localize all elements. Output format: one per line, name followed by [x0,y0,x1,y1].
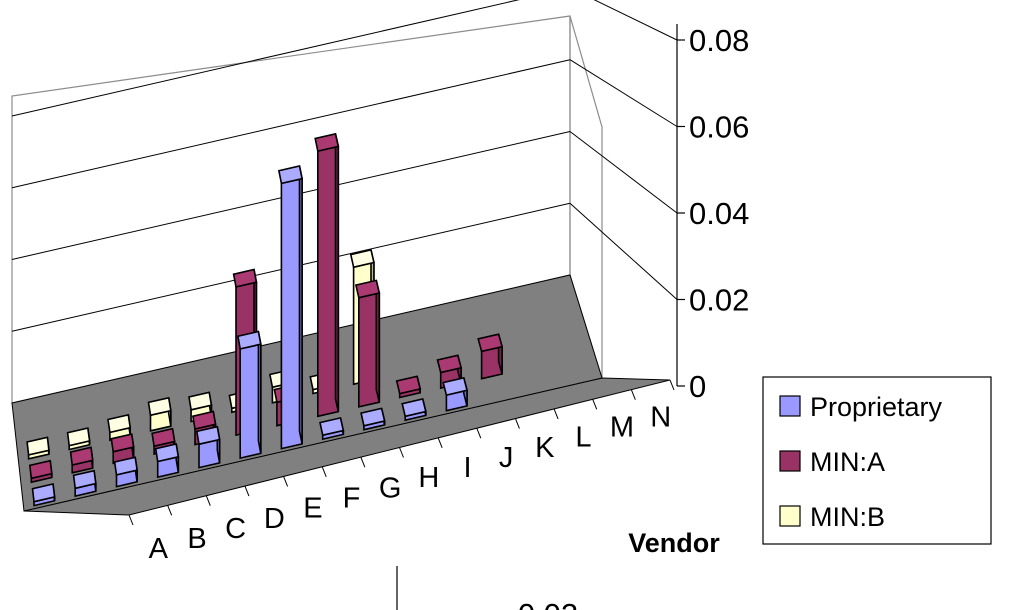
y-tick-label: 0.04 [689,196,749,231]
bar-proprietary-d [154,443,180,479]
x-tick [437,437,443,449]
x-tick [592,399,598,410]
x-tick-label-b: B [187,523,206,555]
bar-proprietary-c [113,456,138,488]
y-tick-label: 0.06 [689,110,749,145]
y-tick-label: 0.02 [689,283,749,318]
bar-min-a-h [314,132,340,418]
clipped-tick-label: 0.02 [518,597,578,610]
bar-proprietary-j [401,398,427,422]
x-tick-label-l: L [575,422,591,454]
legend-swatch-min-a [779,450,801,472]
bar-min-b-a [26,436,50,460]
bar-min-a-a [28,459,53,484]
legend-label-min-a: MIN:A [810,447,885,477]
legend-label-proprietary: Proprietary [810,392,943,422]
x-tick-label-j: J [499,442,514,474]
bar-proprietary-f [236,330,262,460]
x-tick [630,389,636,400]
bar-proprietary-g [277,165,304,450]
y-tick-label: 0.08 [689,23,749,58]
bar-min-b-b [66,427,91,451]
x-tick [399,447,404,458]
gridline-side [569,131,678,214]
x-tick [669,379,675,391]
x-tick-label-f: F [343,483,361,515]
gridline-side [593,0,678,41]
bar-proprietary-b [72,469,97,498]
bar-min-b-e [188,391,213,423]
x-tick [128,514,134,526]
x-tick-label-g: G [379,472,402,504]
x-tick [553,408,559,420]
chart-floor [11,274,671,516]
chart-bars [26,132,504,507]
y-axis-ticks: 0 0.02 0.04 0.06 0.08 [676,23,749,404]
bar-proprietary-k [442,376,468,412]
x-tick-label-i: I [463,452,471,484]
x-tick [205,495,211,506]
bar-min-a-c [110,433,135,465]
bar-min-a-i [354,279,381,408]
chart-gridlines [11,0,678,332]
bar-min-a-k [436,354,463,390]
x-tick [321,466,327,477]
y-tick-label: 0 [689,369,706,404]
bar-min-a-b [69,446,94,474]
bar-min-a-j [395,375,422,399]
x-axis-title: Vendor [628,528,720,558]
x-tick-label-m: M [610,412,634,444]
x-tick [244,485,250,497]
x-tick [360,456,366,468]
x-tick-label-n: N [650,401,671,433]
x-tick-label-k: K [535,432,555,464]
x-tick [476,428,482,439]
legend-swatch-proprietary [779,395,801,417]
floor-top [11,274,603,512]
x-tick-label-h: H [418,462,439,494]
bar-proprietary-e [195,425,221,469]
x-tick-label-d: D [264,503,285,535]
bar-proprietary-h [319,416,345,441]
legend-swatch-min-b [779,505,801,527]
gridline [11,0,520,117]
gridline-side [569,59,678,127]
legend-label-min-b: MIN:B [810,502,885,532]
x-tick-label-e: E [303,493,322,525]
x-tick-label-a: A [149,533,169,565]
bar-min-b-d [147,396,172,432]
x-tick [514,418,520,429]
legend-box [762,376,992,545]
gridline-side [569,202,678,300]
bar-proprietary-a [31,483,56,507]
bar-proprietary-i [360,407,386,431]
chart-legend: Proprietary MIN:A MIN:B [762,376,992,545]
gridline [11,59,571,189]
x-tick [283,476,289,487]
bar-min-a-l [477,333,504,380]
x-tick-label-c: C [225,513,246,545]
x-tick [167,505,173,516]
